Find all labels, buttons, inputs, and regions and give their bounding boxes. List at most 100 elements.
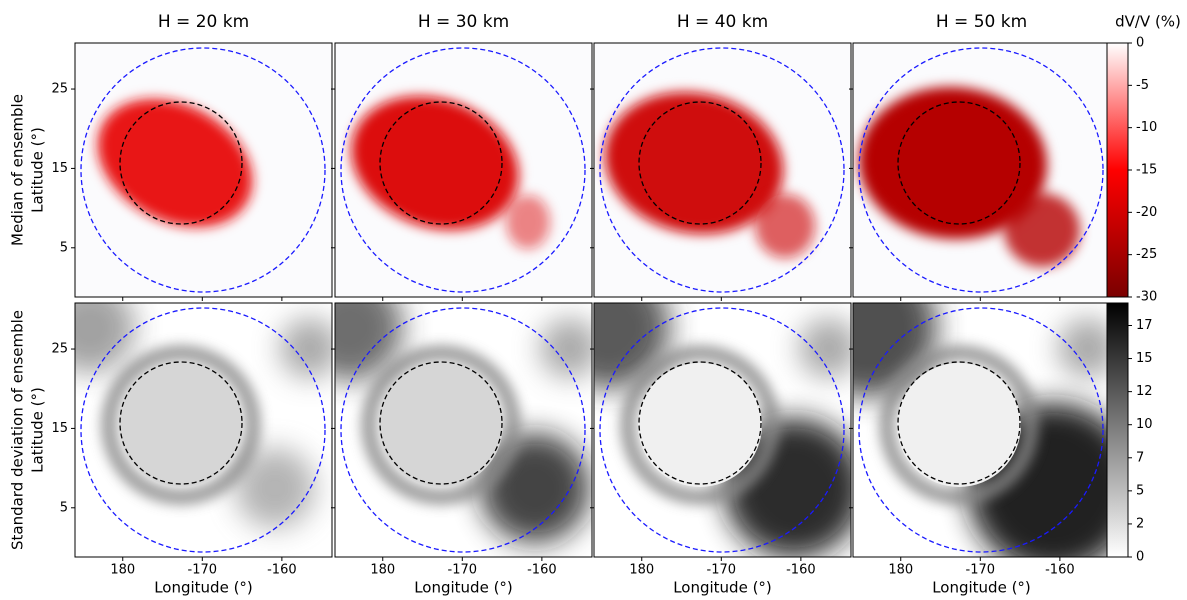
uncertainty [540,318,592,378]
colorbar-tick-label: -15 [1136,163,1157,178]
outer-region [858,47,1104,293]
panel-frame [593,302,852,558]
panel [334,302,593,558]
colorbar-tick-label: -30 [1136,290,1157,305]
x-tick-label: -160 [1045,563,1075,578]
panel-frame [74,42,333,298]
colorbar-tick-label: 10 [1136,417,1153,432]
y-tick-label: 15 [51,421,68,436]
panel [334,42,593,298]
colorbar-tick-label: -10 [1136,120,1157,135]
anomaly [604,92,784,234]
y-axis-label: Latitude (°) [29,127,47,213]
x-tick-label: -170 [707,563,737,578]
column-title: H = 50 km [936,12,1027,32]
inner-region [379,101,503,225]
outer-region [80,47,326,293]
panel [593,302,852,558]
inner-region [638,361,762,485]
colorbar-tick-label: 2 [1136,516,1144,531]
colorbar-tick-label: 17 [1136,318,1153,333]
y-tick-label: 25 [51,82,68,97]
panel [593,42,852,298]
x-tick-label: 180 [370,563,395,578]
x-axis-label: Longitude (°) [932,579,1031,597]
uncertainty [638,363,762,487]
inner-region [379,361,503,485]
colorbar [1106,42,1129,298]
x-tick-label: 180 [629,563,654,578]
uncertainty [119,363,243,487]
x-tick-label: -160 [786,563,816,578]
colorbar-tick-label: 0 [1136,550,1144,565]
x-tick-label: -170 [188,563,218,578]
column-title: H = 20 km [158,12,249,32]
outer-region [858,307,1104,553]
x-tick-label: 180 [110,563,135,578]
column-title: H = 40 km [677,12,768,32]
colorbar-tick-label: -25 [1136,247,1157,262]
panel-image [853,303,1110,557]
panel-image [335,43,592,297]
x-tick-label: -160 [267,563,297,578]
outer-region [340,307,586,553]
uncertainty [799,318,851,378]
panel-image [853,43,1110,297]
anomaly [351,96,519,230]
colorbar-tick-label: 5 [1136,483,1144,498]
panel-frame [74,302,333,558]
anomaly-tail [506,195,550,249]
outer-region [80,307,326,553]
uncertainty [75,303,135,373]
inner-region [638,101,762,225]
uncertainty [620,345,780,505]
y-tick-label: 25 [51,342,68,357]
uncertainty [101,345,261,505]
panel [852,42,1111,298]
anomaly-tail [1004,193,1080,267]
x-axis-label: Longitude (°) [154,579,253,597]
inner-region [897,361,1021,485]
uncertainty [335,303,403,381]
x-tick-label: 180 [888,563,913,578]
anomaly [97,98,253,228]
colorbar-tick-label: 12 [1136,384,1153,399]
inner-region [119,101,243,225]
panel-frame [334,302,593,558]
panel [74,302,333,558]
inner-region [897,101,1021,225]
uncertainty [235,448,315,528]
panel [74,42,333,298]
colorbar [1106,302,1129,558]
x-axis-label: Longitude (°) [414,579,513,597]
anomaly-tail [755,194,815,258]
inner-region [119,361,243,485]
row-title: Standard deviation of ensemble [9,310,27,550]
x-axis-label: Longitude (°) [673,579,772,597]
panel-image [75,303,332,557]
uncertainty [897,363,1021,487]
anomaly [859,86,1047,240]
row-title: Median of ensemble [9,94,27,246]
uncertainty [1058,318,1110,378]
colorbar-tick-label: -5 [1136,78,1149,93]
panel [852,302,1111,558]
outer-region [599,47,845,293]
panel-image [594,43,851,297]
colorbar-tick-label: 15 [1136,351,1153,366]
panel-image [75,43,332,297]
uncertainty [879,345,1039,505]
column-title: H = 30 km [418,12,509,32]
uncertainty [280,318,332,378]
colorbar-tick-label: 7 [1136,450,1144,465]
y-tick-label: 5 [60,240,68,255]
x-tick-label: -170 [966,563,996,578]
x-tick-label: -170 [448,563,478,578]
panel-frame [593,42,852,298]
outer-region [599,307,845,553]
y-tick-label: 5 [60,500,68,515]
uncertainty [724,418,851,557]
y-axis-label: Latitude (°) [29,387,47,473]
colorbar-tick-label: 0 [1136,36,1144,51]
